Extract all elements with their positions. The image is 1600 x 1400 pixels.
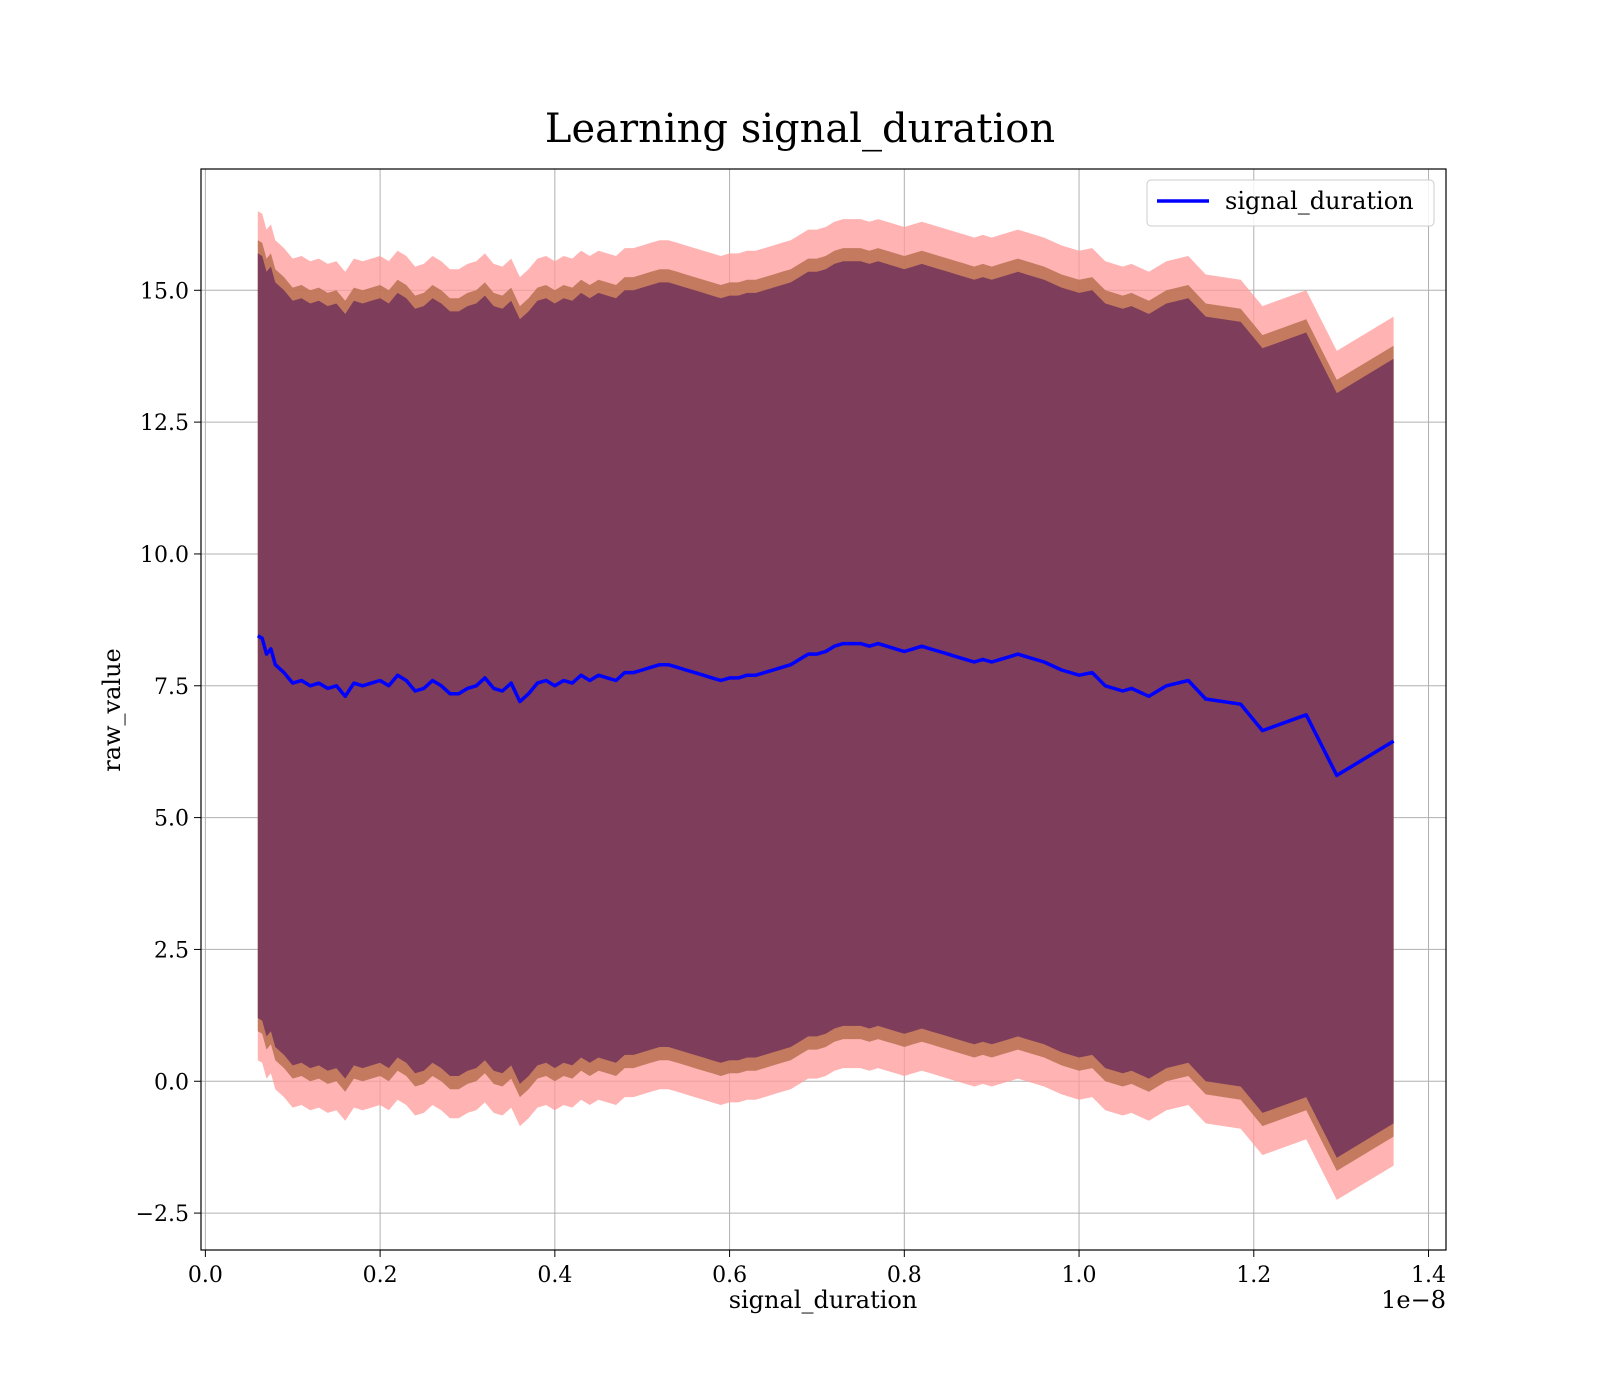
x-tick-label: 0.6 [712, 1263, 747, 1288]
y-tick-label: 7.5 [154, 675, 189, 700]
legend-box [1146, 179, 1435, 227]
y-tick-label: 5.0 [154, 807, 189, 832]
x-tick-label: 0.0 [188, 1263, 223, 1288]
x-tick-label: 1.2 [1236, 1263, 1271, 1288]
y-axis-label: raw_value [98, 648, 126, 772]
x-tick-label: 0.2 [363, 1263, 398, 1288]
y-tick-label: 2.5 [154, 938, 189, 963]
band-inner [257, 253, 1394, 1158]
x-axis-ticks: 0.0 0.2 0.4 0.6 0.8 1.0 1.2 1.4 [188, 1250, 1446, 1288]
y-tick-label: 12.5 [140, 411, 189, 436]
x-tick-label: 0.4 [537, 1263, 572, 1288]
x-axis-offset-label: 1e−8 [1381, 1286, 1446, 1314]
legend-entry-signal-duration: signal_duration [1225, 187, 1414, 215]
y-tick-label: −2.5 [136, 1202, 189, 1227]
y-tick-label: 15.0 [140, 279, 189, 304]
series-line-signal-duration [256, 634, 1395, 778]
plot-frame [200, 168, 1447, 1251]
series-layer [256, 634, 1395, 778]
x-tick-label: 0.8 [887, 1263, 922, 1288]
y-tick-label: 10.0 [140, 543, 189, 568]
x-tick-label: 1.4 [1411, 1263, 1446, 1288]
chart-title: Learning signal_duration [545, 106, 1055, 152]
y-axis-ticks: −2.5 0.0 2.5 5.0 7.5 10.0 12.5 15.0 [136, 279, 201, 1227]
uncertainty-bands [257, 211, 1394, 1200]
y-tick-label: 0.0 [154, 1070, 189, 1095]
legend: signal_duration [1146, 179, 1435, 227]
x-tick-label: 1.0 [1062, 1263, 1097, 1288]
x-axis-label: signal_duration [729, 1286, 918, 1314]
